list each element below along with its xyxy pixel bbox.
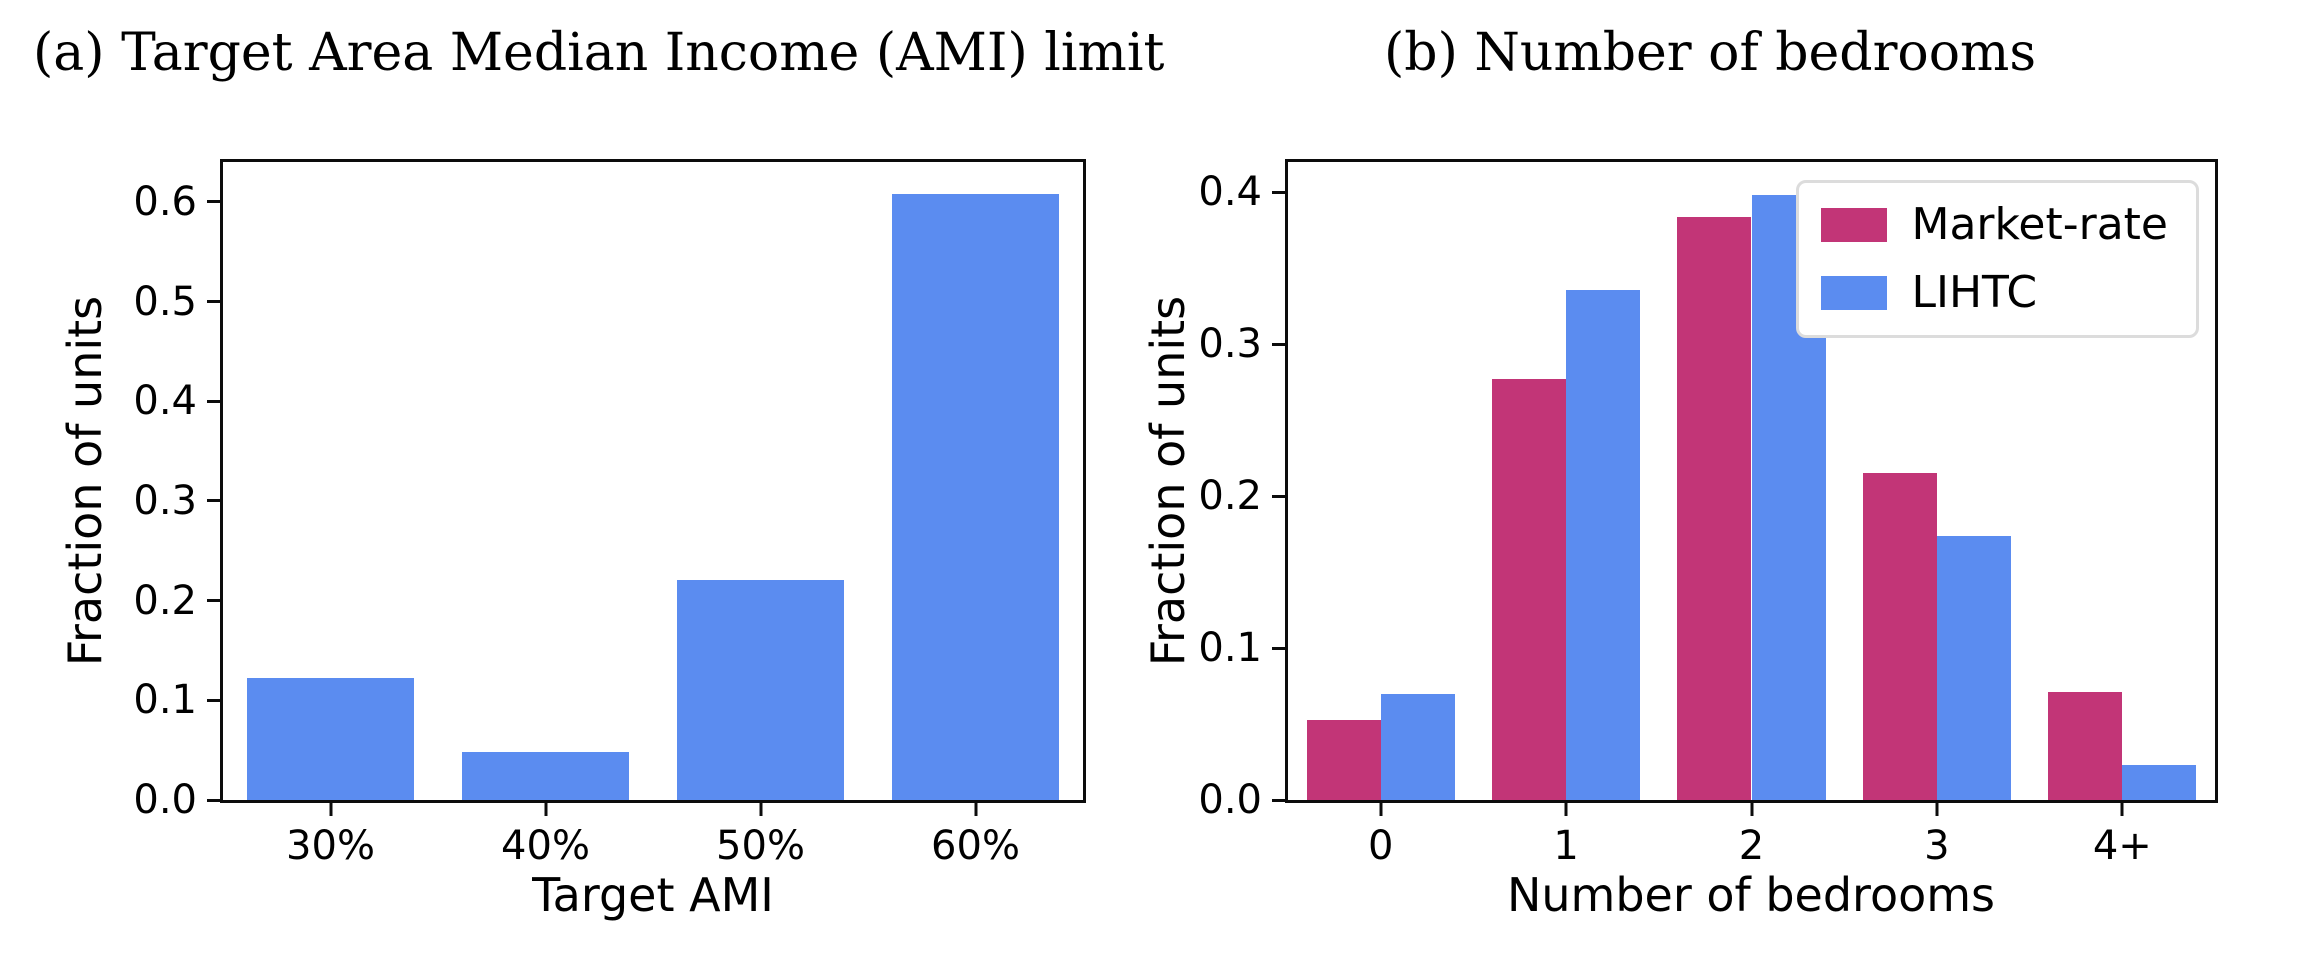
lihtc-bar (1380, 693, 1455, 800)
x-tick-label: 50% (716, 823, 805, 869)
lihtc-bar (2122, 765, 2197, 800)
x-tick-mark (1935, 802, 1939, 816)
legend-swatch (1821, 208, 1888, 242)
x-tick-mark (329, 802, 332, 816)
value-bar (461, 752, 630, 800)
y-tick-mark (207, 200, 221, 204)
y-tick-label: 0.0 (133, 777, 197, 823)
y-tick-label: 0.5 (133, 278, 197, 325)
y-tick-label: 0.2 (1198, 473, 1262, 520)
legend-box: Market-rate LIHTC (1796, 180, 2199, 338)
panel-b-title: (b) Number of bedrooms (1384, 23, 2037, 83)
value-bar (246, 678, 415, 800)
y-tick-mark (1272, 190, 1286, 194)
panel-b-ylabel: Fraction of units (1141, 295, 1195, 667)
y-tick-mark (1272, 798, 1286, 802)
x-tick-label: 40% (501, 823, 590, 869)
y-tick-label: 0.1 (1198, 625, 1262, 672)
y-tick-label: 0.6 (133, 178, 197, 225)
y-tick-mark (207, 300, 221, 304)
legend-label: Market-rate (1911, 199, 2168, 250)
x-tick-label: 2 (1738, 823, 1765, 869)
value-bar (891, 193, 1060, 800)
y-tick-label: 0.4 (1198, 169, 1262, 216)
panel-a-xlabel: Target AMI (532, 868, 774, 922)
market-rate-bar (1677, 216, 1752, 800)
panel-a-title: (a) Target Area Median Income (AMI) limi… (33, 23, 1165, 83)
lihtc-bar (1936, 535, 2012, 800)
y-tick-label: 0.3 (1198, 321, 1262, 368)
x-tick-mark (2120, 802, 2124, 816)
legend-entry: Market-rate (1821, 201, 2168, 249)
panel-a-plot-area: 0.0 0.1 0.2 0.3 0.4 0.5 0.6 30% 40% 50% 60% (133, 159, 1086, 868)
x-tick-mark (1750, 802, 1753, 816)
y-tick-label: 0.3 (133, 477, 197, 524)
panel-b-xlabel: Number of bedrooms (1506, 868, 1996, 922)
y-tick-label: 0.0 (1198, 777, 1262, 823)
market-rate-bar (1491, 379, 1567, 800)
x-tick-mark (1379, 802, 1383, 816)
legend-label: LIHTC (1911, 267, 2038, 318)
legend-entry: LIHTC (1821, 269, 2168, 317)
y-tick-mark (207, 599, 221, 603)
market-rate-bar (2048, 692, 2123, 800)
market-rate-bar (1862, 473, 1937, 800)
y-tick-mark (207, 698, 221, 702)
panel-b-plot-area: 0.0 0.1 0.2 0.3 0.4 0 1 2 3 4+ Market-rate LIHTC (1198, 159, 2218, 868)
y-tick-mark (207, 798, 221, 802)
y-tick-mark (207, 499, 221, 503)
y-tick-label: 0.2 (133, 577, 197, 624)
x-tick-label: 1 (1553, 823, 1579, 869)
y-tick-label: 0.1 (133, 677, 197, 724)
x-tick-mark (544, 802, 547, 816)
legend-swatch (1821, 276, 1888, 310)
x-tick-mark (1564, 802, 1568, 816)
x-tick-label: 3 (1924, 823, 1950, 869)
y-tick-mark (207, 399, 221, 403)
y-tick-mark (1272, 646, 1286, 650)
panel-a-ylabel: Fraction of units (58, 295, 112, 667)
market-rate-bar (1306, 719, 1381, 800)
y-tick-mark (1272, 494, 1286, 498)
y-tick-mark (1272, 342, 1286, 346)
x-tick-label: 0 (1367, 823, 1394, 869)
y-tick-label: 0.4 (133, 378, 197, 425)
x-tick-mark (759, 802, 762, 816)
lihtc-bar (1566, 289, 1641, 800)
x-tick-label: 60% (931, 823, 1020, 869)
x-tick-label: 30% (286, 823, 375, 869)
x-tick-mark (974, 802, 977, 816)
x-tick-label: 4+ (2092, 823, 2152, 869)
value-bar (676, 579, 845, 800)
